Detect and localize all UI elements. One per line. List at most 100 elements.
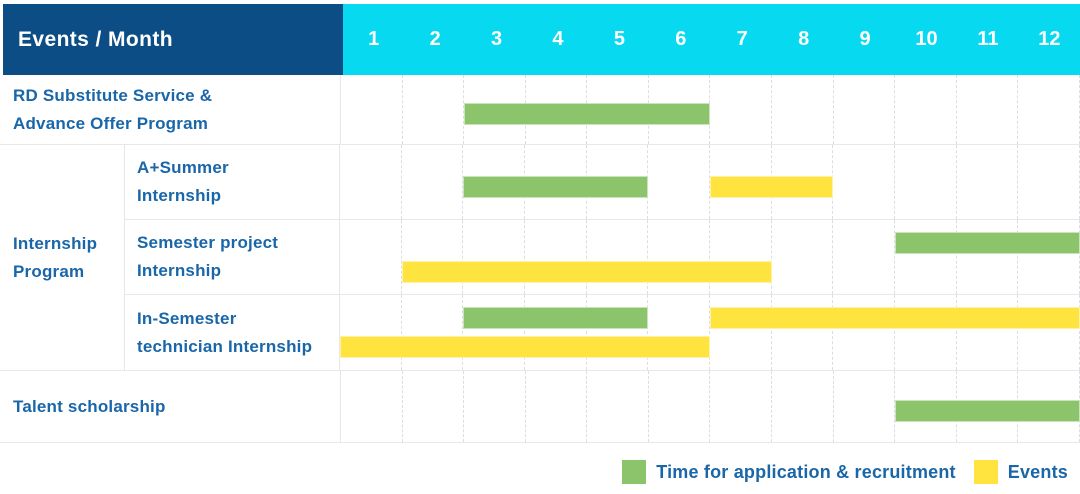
row-label-line: Internship: [137, 186, 222, 205]
month-header-cell: 2: [429, 28, 441, 50]
table-header-row: Events / Month 1 2 3 4 5 6 7 8 9 10 11 12: [0, 0, 1080, 75]
month-gridline: [525, 220, 587, 294]
legend-label: Events: [1007, 461, 1068, 482]
month-gridline: [895, 295, 957, 370]
month-gridline: [340, 145, 402, 219]
month-gridline: [341, 371, 403, 442]
month-gridline: [403, 75, 465, 144]
month-header-cell: 4: [552, 28, 564, 50]
month-header-cell: 12: [1038, 28, 1061, 50]
row-label: Semester project Internship: [125, 220, 339, 294]
month-gridline: [526, 371, 588, 442]
timeline-cell: [340, 371, 1080, 442]
month-gridline: [710, 371, 773, 442]
row-label-line: A+Summer: [137, 158, 229, 177]
legend-item: Events: [973, 460, 1068, 484]
row-label: A+Summer Internship: [125, 145, 339, 219]
row-label-line: Advance Offer Program: [13, 113, 209, 133]
month-gridline: [1018, 75, 1080, 144]
row-label-line: In-Semester: [137, 308, 237, 328]
month-header-cell: 7: [736, 28, 748, 50]
month-header-cell: 10: [915, 28, 938, 50]
group-label-line: Internship: [13, 233, 98, 253]
table-row: Talent scholarship: [0, 371, 1080, 443]
month-gridline: [895, 75, 957, 144]
month-gridline: [402, 220, 464, 294]
month-gridline: [772, 220, 834, 294]
month-gridline: [710, 220, 772, 294]
month-gridline: [649, 371, 711, 442]
row-label: In-Semester technician Internship: [125, 295, 339, 370]
month-gridline: [957, 295, 1019, 370]
month-gridline: [463, 295, 526, 370]
month-gridline: [710, 295, 772, 370]
month-gridline: [710, 75, 773, 144]
month-gridline: [340, 220, 402, 294]
month-gridline: [402, 145, 464, 219]
month-gridline: [464, 371, 526, 442]
month-gridline: [1018, 145, 1080, 219]
month-gridline: [648, 295, 711, 370]
month-gridline: [402, 295, 464, 370]
group-label: Internship Program: [0, 145, 125, 370]
month-gridline: [957, 145, 1019, 219]
event-bar: [710, 307, 1080, 329]
row-label-line: Talent scholarship: [13, 396, 166, 416]
month-gridline: [340, 295, 402, 370]
row-label-line: Semester project: [137, 233, 279, 252]
application-bar: [463, 307, 649, 329]
month-header-cell: 5: [613, 28, 625, 50]
row-group: Internship Program A+Summer Internship Semes…: [0, 145, 1080, 371]
month-header-cell: 6: [675, 28, 687, 50]
table-row: A+Summer Internship: [125, 145, 1080, 220]
row-label: Talent scholarship: [0, 371, 340, 442]
month-gridline: [341, 75, 403, 144]
application-bar: [895, 400, 1080, 422]
timeline-cell: [339, 220, 1080, 294]
table-row: RD Substitute Service & Advance Offer Pro…: [0, 75, 1080, 145]
month-header-cell: 3: [490, 28, 503, 50]
month-gridline: [587, 220, 649, 294]
event-bar: [340, 336, 710, 358]
events-swatch: [973, 460, 998, 484]
month-header-strip: 1 2 3 4 5 6 7 8 9 10 11 12: [343, 4, 1080, 75]
month-gridline: [648, 220, 711, 294]
month-gridline: [833, 145, 896, 219]
month-header-cell: 11: [977, 28, 999, 50]
legend-item: Time for application & recruitment: [622, 460, 956, 484]
month-header-cell: 1: [368, 28, 380, 50]
group-rows: A+Summer Internship Semester project Intern…: [125, 145, 1080, 370]
timeline-cell: [339, 295, 1080, 370]
table-body: RD Substitute Service & Advance Offer Pro…: [0, 75, 1080, 443]
month-gridline: [895, 220, 957, 294]
application-bar: [895, 232, 1080, 254]
month-gridline: [895, 145, 957, 219]
timeline-cell: [340, 75, 1080, 144]
row-label-line: RD Substitute Service &: [13, 85, 213, 105]
table-row: In-Semester technician Internship: [125, 295, 1080, 370]
month-header-cell: 8: [798, 28, 810, 50]
table-row: Semester project Internship: [125, 220, 1080, 295]
month-gridline: [587, 295, 649, 370]
month-gridline: [772, 75, 834, 144]
application-bar: [463, 176, 649, 198]
month-gridline: [833, 295, 896, 370]
month-gridline: [772, 371, 834, 442]
row-label: RD Substitute Service & Advance Offer Pro…: [0, 75, 340, 144]
month-gridline: [957, 75, 1019, 144]
timeline-cell: [339, 145, 1080, 219]
month-gridline: [834, 371, 896, 442]
month-gridline: [957, 220, 1019, 294]
application-swatch: [622, 460, 647, 484]
month-gridline: [648, 145, 711, 219]
corner-header-cell: Events / Month: [3, 4, 343, 75]
month-gridline: [525, 295, 587, 370]
corner-header-label: Events / Month: [18, 27, 173, 51]
row-label-line: Internship: [137, 261, 222, 280]
month-gridline: [463, 220, 526, 294]
month-gridline: [772, 295, 834, 370]
month-gridline: [833, 220, 896, 294]
row-label-line: technician Internship: [137, 336, 313, 356]
month-header-cell: 9: [859, 28, 871, 50]
